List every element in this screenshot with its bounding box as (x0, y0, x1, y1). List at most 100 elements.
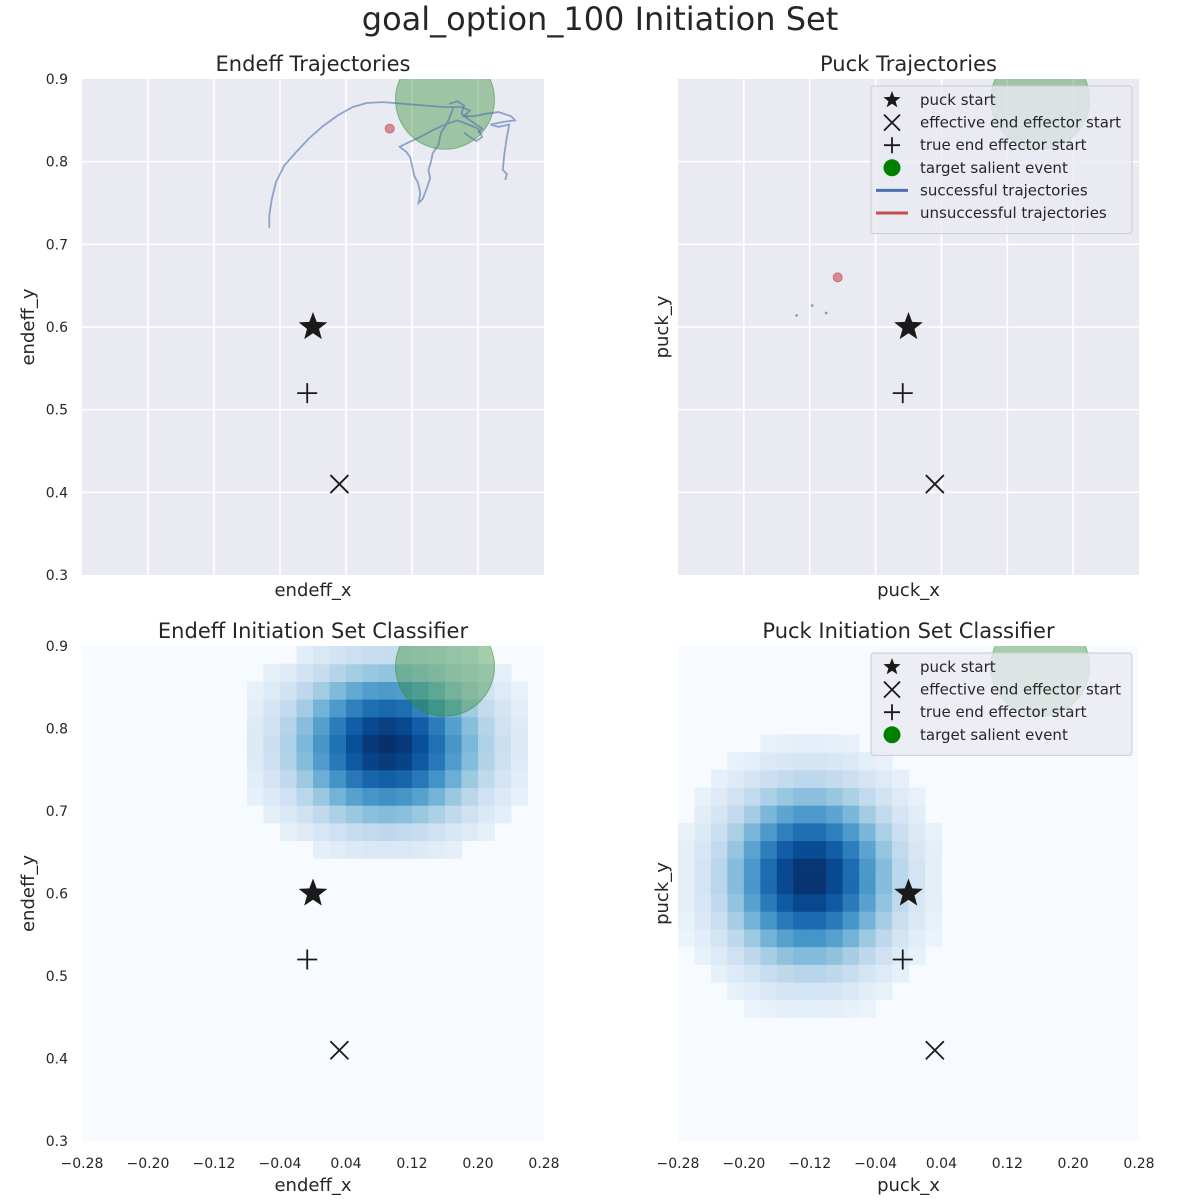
heatmap-cell (296, 734, 314, 753)
heatmap-cell (727, 787, 745, 806)
heatmap-cell (494, 681, 512, 700)
heatmap-cell (875, 840, 893, 859)
heatmap-cell (379, 681, 397, 700)
heatmap-cell (379, 769, 397, 789)
heatmap-cell (395, 699, 413, 718)
heatmap-cell (826, 787, 844, 806)
heatmap-cell (892, 805, 910, 824)
heatmap-cell (428, 769, 446, 789)
heatmap-cell (826, 822, 844, 842)
heatmap-cell (379, 699, 397, 718)
heatmap-cell (743, 911, 761, 930)
heatmap-cell (478, 787, 496, 806)
plot-content (82, 79, 544, 575)
subplot-1: Endeff Trajectories endeff_x endeff_y 0.3 0.… (18, 52, 544, 601)
heatmap-cell (445, 716, 463, 735)
heatmap-cell (760, 946, 778, 965)
heatmap-cell (727, 858, 745, 877)
heatmap-cell (296, 752, 314, 771)
heatmap-cell (710, 964, 728, 983)
heatmap-cell (395, 646, 413, 665)
heatmap-cell (362, 699, 380, 718)
heatmap-cell (412, 787, 430, 806)
effective-end-effector-start-marker (925, 474, 945, 494)
heatmap-cell (329, 769, 347, 789)
heatmap-cell (727, 822, 745, 842)
heatmap-cell (329, 822, 347, 842)
heatmap-cell (263, 805, 281, 824)
heatmap-cell (461, 681, 479, 700)
heatmap-cell (362, 716, 380, 735)
heatmap-cell (362, 752, 380, 771)
x-tick-label: 0.12 (396, 1156, 427, 1172)
heatmap-cell (727, 928, 745, 948)
heatmap-cell (793, 875, 811, 895)
heatmap-cell (793, 840, 811, 859)
heatmap-cell (678, 858, 696, 877)
heatmap-cell (892, 946, 910, 965)
y-axis-label: puck_y (652, 862, 673, 925)
heatmap-cell (461, 787, 479, 806)
heatmap-cell (743, 893, 761, 912)
legend-label: puck start (920, 658, 996, 676)
heatmap-cell (892, 858, 910, 877)
heatmap-cell (694, 787, 712, 806)
heatmap-cell (362, 822, 380, 842)
heatmap-cell (296, 699, 314, 718)
heatmap-cell (924, 875, 943, 895)
heatmap-cell (875, 752, 893, 771)
heatmap-cell (859, 787, 877, 806)
heatmap-cell (511, 787, 529, 806)
heatmap-cell (727, 840, 745, 859)
heatmap-cell (494, 716, 512, 735)
heatmap-cell (859, 928, 877, 948)
trajectory-successful (448, 100, 484, 134)
trajectory-successful (268, 101, 518, 228)
heatmap-cell (793, 911, 811, 930)
heatmap-cell (760, 840, 778, 859)
heatmap-cell (412, 663, 430, 682)
legend-label: puck start (920, 91, 996, 109)
heatmap-cell (875, 911, 893, 930)
heatmap-cell (760, 752, 778, 771)
legend-label: effective end effector start (920, 114, 1121, 132)
y-tick-label: 0.4 (46, 1052, 68, 1068)
heatmap-cell (743, 822, 761, 842)
heatmap-cell (892, 822, 910, 842)
heatmap-cell (678, 822, 696, 842)
heatmap-cell (859, 840, 877, 859)
heatmap-cell (875, 981, 893, 1001)
heatmap-cell (296, 769, 314, 789)
heatmap-cell (445, 805, 463, 824)
heatmap-cell (859, 964, 877, 983)
heatmap-cell (776, 911, 794, 930)
heatmap-cell (329, 805, 347, 824)
target-salient-event (395, 79, 495, 150)
heatmap-cell (892, 769, 910, 789)
true-end-effector-start-marker (892, 949, 913, 970)
x-tick-label: −0.04 (259, 1156, 302, 1172)
heatmap-cell (842, 911, 860, 930)
heatmap-cell (428, 716, 446, 735)
legend-item: true end effector start (884, 703, 1087, 721)
heatmap-cell (412, 769, 430, 789)
heatmap-cell (859, 875, 877, 895)
heatmap-cell (760, 734, 778, 753)
x-tick-label: 0.20 (462, 1156, 493, 1172)
x-tick-label: 0.20 (1058, 1156, 1089, 1172)
heatmap-cell (694, 911, 712, 930)
heatmap-cell (793, 734, 811, 753)
heatmap-cell (296, 681, 314, 700)
heatmap-cell (842, 946, 860, 965)
heatmap-cell (760, 787, 778, 806)
heatmap-cell (776, 964, 794, 983)
heatmap-cell (924, 911, 943, 930)
heatmap-cell (694, 840, 712, 859)
legend-plus-icon (884, 137, 900, 154)
subplot-title: Puck Initiation Set Classifier (762, 619, 1055, 643)
heatmap-cell (280, 663, 298, 682)
heatmap-cell (280, 681, 298, 700)
heatmap-cell (346, 752, 364, 771)
x-tick-label: 0.04 (330, 1156, 361, 1172)
x-tick-label: −0.12 (193, 1156, 236, 1172)
